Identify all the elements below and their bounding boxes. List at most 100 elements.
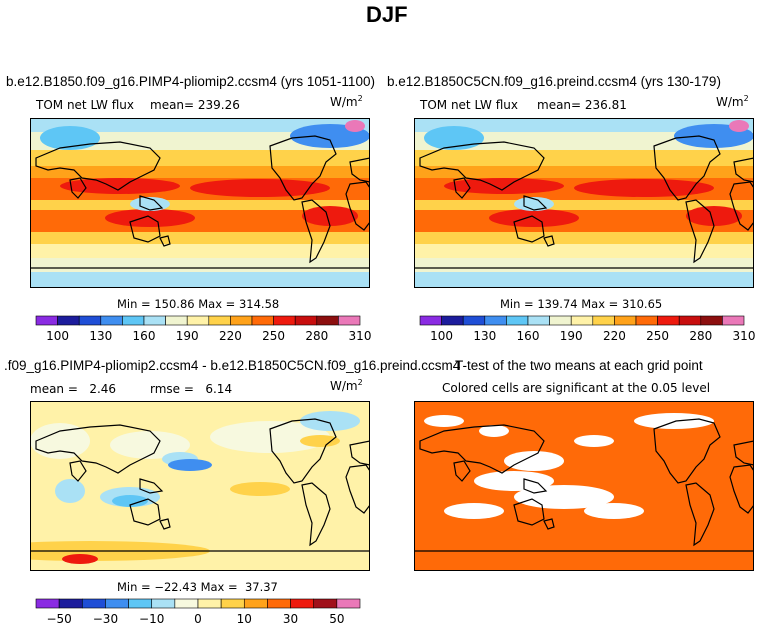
continent-outlines [30, 135, 370, 288]
map-frame [30, 118, 370, 288]
panel-2-units: W/m2 [716, 94, 749, 109]
non-significant-region [584, 503, 644, 519]
colorbar-swatch [35, 315, 58, 326]
panel-1-mean: mean= 239.26 [150, 98, 240, 112]
colorbar-tick-label: 30 [283, 612, 298, 626]
colorbar-swatch [462, 315, 486, 326]
colorbar-swatch [614, 315, 637, 326]
colorbar-swatch [419, 315, 442, 326]
contour-band [30, 118, 370, 132]
coastline [139, 195, 164, 211]
colorbar-swatch [657, 315, 680, 326]
coastline [523, 478, 548, 494]
coastline [733, 157, 754, 183]
coastline [729, 464, 754, 514]
contour-band [414, 244, 754, 258]
coastline [453, 460, 471, 482]
colorbar-swatch [294, 315, 318, 326]
colorbar-swatch [700, 315, 723, 326]
non-significant-region [424, 415, 464, 427]
coastline [523, 195, 548, 211]
map-frame [414, 118, 754, 288]
coastline [733, 440, 754, 466]
colorbar-tick-label: 10 [237, 612, 252, 626]
colorbar-swatch [336, 598, 361, 609]
coastline [685, 199, 715, 264]
colorbar-swatch [220, 598, 245, 609]
coastline [129, 498, 161, 526]
continent-outlines [414, 135, 754, 288]
continent-outlines [414, 418, 754, 571]
colorbar-swatch [338, 315, 361, 326]
contour-band [30, 232, 370, 244]
coastline [345, 464, 370, 514]
coastline [30, 550, 370, 571]
non-significant-region [444, 503, 504, 519]
coastline [269, 135, 337, 201]
panel-2-title: b.e12.B1850C5CN.f09_g16.preind.ccsm4 (yr… [387, 74, 721, 89]
colorbar-tick-label: 280 [305, 329, 328, 343]
coastline [269, 418, 337, 484]
contour-band [30, 200, 370, 210]
contour-blob [168, 459, 212, 471]
colorbar-swatch [243, 598, 268, 609]
contour-band [414, 118, 754, 132]
coastline [419, 141, 545, 191]
coastline [414, 267, 754, 288]
coastline [139, 478, 164, 494]
coastline [349, 440, 370, 466]
colorbar-swatch [549, 315, 572, 326]
coastline [69, 460, 87, 482]
coastline [345, 181, 370, 231]
colorbar-swatch [484, 315, 507, 326]
contour-blob [729, 120, 749, 132]
coastline [685, 482, 715, 547]
panel-1-variable: TOM net LW flux [36, 98, 134, 112]
panel-3-colorbar: −50 −30 −10 0 10 30 50 [35, 598, 361, 626]
colorbar-tick-label: −10 [139, 612, 164, 626]
colorbar-tick-label: 190 [176, 329, 199, 343]
panel-1-colorbar: 100 130 160 190 220 250 280 310 [35, 315, 371, 343]
colorbar-swatch [128, 598, 153, 609]
colorbar-swatch [57, 315, 80, 326]
panel-4-subtitle: Colored cells are significant at the 0.0… [442, 381, 711, 395]
colorbar-swatch [58, 598, 83, 609]
panel-2-colorbar: 100 130 160 190 220 250 280 310 [419, 315, 755, 343]
non-significant-region [504, 451, 564, 471]
coastline [159, 235, 171, 247]
colorbar-swatch [592, 315, 615, 326]
panel-2-variable: TOM net LW flux [420, 98, 518, 112]
contour-blob [489, 209, 579, 227]
colorbar-swatch [122, 315, 145, 326]
colorbar-tick-label: 190 [560, 329, 583, 343]
coastline [349, 157, 370, 183]
colorbar-swatch [186, 315, 210, 326]
panel-3-mean: mean = 2.46 [30, 382, 117, 396]
colorbar-tick-label: −30 [93, 612, 118, 626]
contour-blob [55, 479, 85, 503]
colorbar-tick-label: 160 [133, 329, 156, 343]
panel-2-map [414, 118, 754, 288]
colorbar-swatch [441, 315, 464, 326]
coastline [35, 424, 161, 474]
coastline [30, 267, 370, 288]
colorbar-tick-label: 0 [194, 612, 202, 626]
map-frame [414, 401, 754, 571]
contour-blob [574, 179, 714, 197]
contour-blob [300, 411, 360, 431]
contour-band [414, 258, 754, 272]
colorbar-tick-label: 130 [473, 329, 496, 343]
colorbar-swatch [290, 598, 315, 609]
panel-1-title: b.e12.B1850.f09_g16.PIMP4-pliomip2.ccsm4… [6, 74, 375, 89]
coastline [729, 181, 754, 231]
colorbar-tick-label: 250 [646, 329, 669, 343]
contour-band [414, 166, 754, 178]
contour-blob [62, 554, 98, 564]
panel-4-title: T-test of the two means at each grid poi… [455, 358, 703, 373]
colorbar-swatch [313, 598, 338, 609]
contour-blob [686, 206, 742, 226]
coastline [414, 550, 754, 571]
non-significant-region [574, 435, 614, 447]
map-frame [30, 401, 370, 571]
colorbar-swatch [527, 315, 550, 326]
